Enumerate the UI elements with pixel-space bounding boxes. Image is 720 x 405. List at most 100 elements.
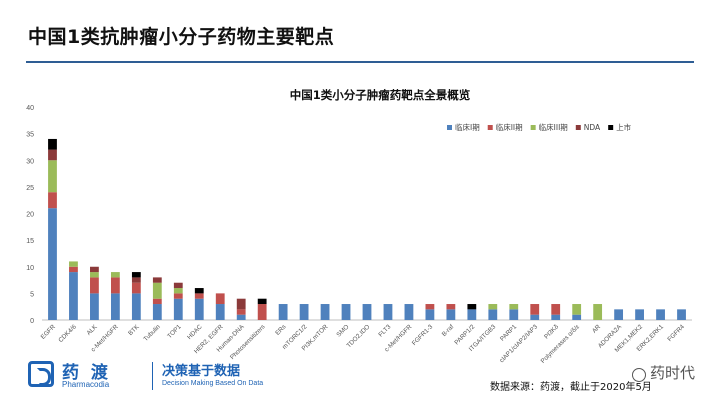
bar-segment [173,288,183,294]
x-tick-label: CDK4/6 [57,323,78,344]
bar-segment [278,304,288,320]
x-tick-label: B-raf [441,323,456,338]
x-tick-label: HDAC [186,323,204,341]
y-tick-label: 40 [26,105,34,112]
bar-segment [69,266,78,273]
pharmacodia-logo: 药 渡 Pharmacodia 决策基于数据 Decision Making B… [28,360,288,394]
bar-segment [48,160,57,193]
bar-segment [635,309,644,320]
x-tick-label: TOP1 [166,323,183,340]
bar-segment [446,309,456,320]
x-tick-label: Polymerases α/δ/ε [540,323,582,365]
bar-segment [48,138,57,150]
legend-label: 临床I期 [455,122,480,132]
bar-segment [48,208,57,320]
logo-name-en: Pharmacodia [62,380,110,389]
bar-segment [110,277,120,294]
bar-segment [90,293,99,320]
bar-segment [215,304,225,320]
x-tick-label: ERs [274,323,287,336]
bar-segment [467,309,477,320]
bar-segment [467,304,477,310]
y-tick-label: 0 [30,318,34,325]
bar-segment [131,282,141,294]
bar-segment [488,304,498,310]
logo-divider [152,362,153,390]
bar-segment [551,304,561,315]
legend-swatch [487,125,493,130]
data-source-note: 数据来源：药渡，截止于2020年5月 [490,382,652,393]
bar-segment [593,304,603,320]
bar-segment [236,314,246,320]
bar-segment [131,293,141,320]
bar-segment [215,293,225,305]
bar-segment [173,298,183,320]
y-tick-label: 25 [26,185,34,192]
logo-slogan: 决策基于数据 [162,364,241,379]
bar-segment [656,309,665,320]
bar-segment [173,293,183,299]
bar-segment [48,149,57,161]
bar-segment [509,309,519,320]
y-tick-label: 30 [26,158,34,165]
legend-swatch [530,125,536,130]
chart-title: 中国1类小分子肿瘤药靶点全景概览 [290,88,471,102]
bar-segment [194,288,204,294]
y-tick-label: 15 [26,238,34,245]
bar-segment [90,277,99,294]
y-tick-label: 35 [26,132,34,139]
pharmacodia-logo-icon [28,361,54,387]
bar-segment [257,298,267,305]
bar-segment [299,304,309,320]
bar-segment [152,304,162,320]
bar-segment [572,314,582,320]
bar-segment [48,192,57,209]
x-tick-label: EGFR [40,323,58,341]
bar-segment [530,314,540,320]
legend-swatch [608,125,614,130]
y-tick-label: 20 [26,212,34,219]
wechat-icon [632,368,646,382]
slide-title: 中国1类抗肿瘤小分子药物主要靶点 [28,26,335,48]
watermark-text: 药时代 [650,364,696,382]
legend-label: 上市 [616,122,631,132]
bar-segment [110,272,120,278]
bar-segment [509,304,519,310]
x-tick-label: FLT3 [377,323,392,338]
bar-segment [69,261,78,267]
x-tick-label: FGFR4 [666,323,686,343]
bar-segment [425,309,435,320]
bar-segment [152,298,162,305]
bar-segment [488,309,498,320]
bar-segment [173,282,183,289]
bar-segment [677,309,686,320]
bar-segment [131,277,141,283]
x-tick-label: SMO [335,323,350,338]
bar-segment [194,293,204,299]
bar-segment [614,309,624,320]
x-tick-label: PI3Kδ [543,323,560,340]
bar-segment [236,309,246,315]
x-tick-label: AR [591,323,602,334]
bar-segment [404,304,414,320]
bar-segment [152,282,162,299]
bar-segment [69,272,78,320]
x-tick-label: BTK [127,323,141,337]
bar-segment [446,304,456,310]
x-tick-label: PARP1 [499,323,519,343]
bar-segment [425,304,435,310]
bar-segment [362,304,372,320]
bar-segment [383,304,393,320]
bar-segment [530,304,540,315]
x-tick-label: Tubulin [142,323,162,343]
title-divider [26,61,694,63]
logo-name-cn: 药 渡 [62,363,111,383]
legend-label: NDA [584,123,601,132]
bar-segment [90,272,99,278]
bar-segment [572,304,582,315]
logo-slogan-en: Decision Making Based On Data [162,380,264,387]
y-tick-label: 10 [26,265,34,272]
bar-segment [236,298,246,310]
bar-segment [194,298,204,320]
legend-swatch [447,125,452,130]
